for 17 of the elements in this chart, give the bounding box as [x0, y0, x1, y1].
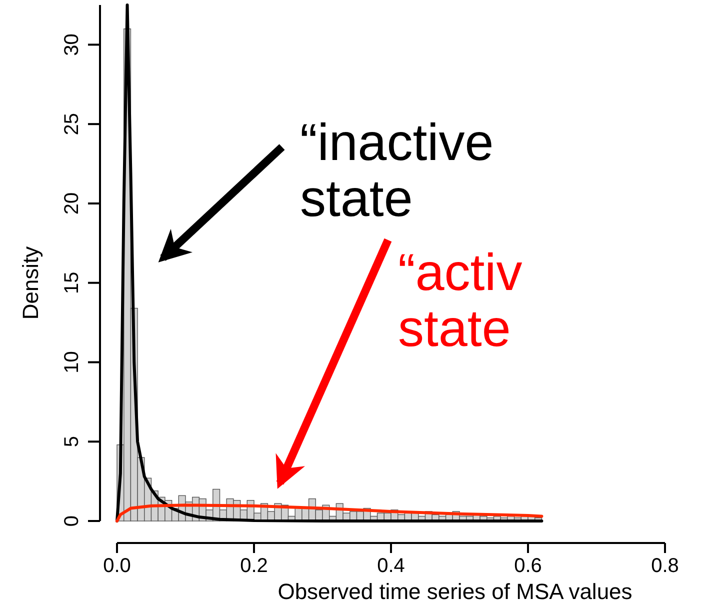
x-tick-label: 0.8 — [651, 555, 679, 577]
y-tick-label: 25 — [61, 112, 83, 136]
annotation: “activ state — [398, 244, 522, 358]
y-axis-title: Density — [18, 246, 43, 320]
annotation: “inactive state — [300, 114, 494, 228]
x-tick-label: 0.0 — [103, 555, 131, 577]
y-tick-label: 0 — [61, 515, 83, 527]
x-tick-label: 0.2 — [240, 555, 268, 577]
y-tick-label: 20 — [61, 192, 83, 215]
x-axis-title: Observed time series of MSA values — [278, 579, 632, 604]
y-tick-label: 30 — [61, 34, 83, 56]
x-tick-label: 0.6 — [514, 555, 542, 577]
y-tick-label: 5 — [61, 436, 83, 448]
y-tick-label: 10 — [61, 351, 83, 374]
x-tick-label: 0.4 — [377, 555, 405, 577]
y-tick-label: 15 — [61, 272, 83, 294]
line-series — [116, 4, 544, 522]
